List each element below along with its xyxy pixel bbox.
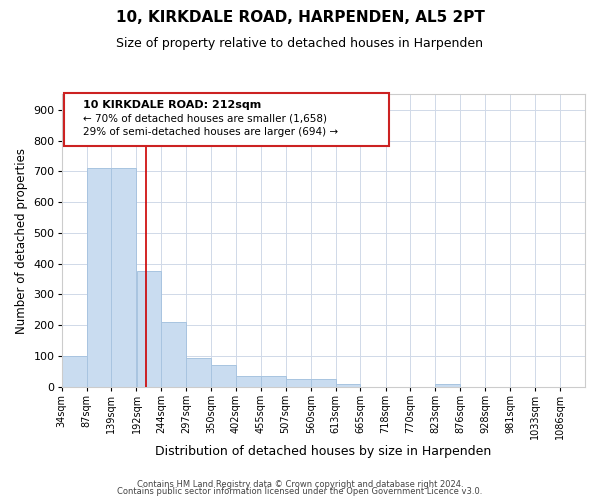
Bar <box>112 168 136 387</box>
X-axis label: Distribution of detached houses by size in Harpenden: Distribution of detached houses by size … <box>155 444 491 458</box>
Bar <box>62 356 86 387</box>
Bar <box>137 272 161 387</box>
Bar <box>87 168 111 387</box>
Text: 10, KIRKDALE ROAD, HARPENDEN, AL5 2PT: 10, KIRKDALE ROAD, HARPENDEN, AL5 2PT <box>116 10 484 25</box>
Text: 10 KIRKDALE ROAD: 212sqm: 10 KIRKDALE ROAD: 212sqm <box>83 100 261 110</box>
Bar <box>236 376 261 387</box>
Bar <box>187 358 211 387</box>
Text: ← 70% of detached houses are smaller (1,658): ← 70% of detached houses are smaller (1,… <box>83 114 326 124</box>
Text: Size of property relative to detached houses in Harpenden: Size of property relative to detached ho… <box>116 38 484 51</box>
Bar <box>211 365 236 387</box>
Bar <box>286 379 311 387</box>
Text: 29% of semi-detached houses are larger (694) →: 29% of semi-detached houses are larger (… <box>83 126 338 136</box>
Text: Contains HM Land Registry data © Crown copyright and database right 2024.: Contains HM Land Registry data © Crown c… <box>137 480 463 489</box>
Text: Contains public sector information licensed under the Open Government Licence v3: Contains public sector information licen… <box>118 487 482 496</box>
Y-axis label: Number of detached properties: Number of detached properties <box>15 148 28 334</box>
Bar <box>261 376 286 387</box>
Bar <box>436 384 460 387</box>
Bar <box>336 384 361 387</box>
Bar <box>161 322 186 387</box>
Bar <box>311 379 336 387</box>
FancyBboxPatch shape <box>64 93 389 146</box>
